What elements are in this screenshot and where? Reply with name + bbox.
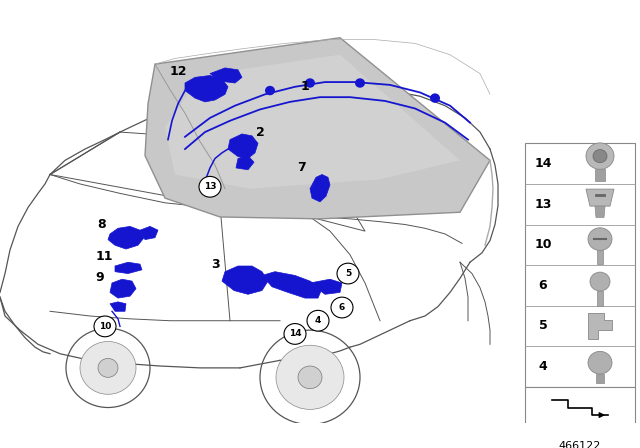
Bar <box>525 387 635 428</box>
Polygon shape <box>185 75 228 102</box>
Polygon shape <box>115 262 142 274</box>
Circle shape <box>80 341 136 394</box>
Text: 4: 4 <box>539 360 547 373</box>
Bar <box>525 143 635 387</box>
Polygon shape <box>210 68 242 83</box>
Text: 13: 13 <box>204 182 216 191</box>
Polygon shape <box>228 134 258 159</box>
Polygon shape <box>110 279 136 298</box>
Circle shape <box>337 263 359 284</box>
Text: 9: 9 <box>96 271 104 284</box>
Text: 7: 7 <box>298 161 307 174</box>
Circle shape <box>298 366 322 389</box>
Text: 1: 1 <box>301 80 309 93</box>
Text: 13: 13 <box>534 198 552 211</box>
Text: 466122: 466122 <box>559 441 601 448</box>
Circle shape <box>94 316 116 337</box>
Text: 5: 5 <box>345 269 351 278</box>
Text: 14: 14 <box>534 157 552 170</box>
Circle shape <box>199 177 221 197</box>
Text: 2: 2 <box>255 125 264 138</box>
Polygon shape <box>586 189 614 206</box>
Polygon shape <box>588 313 612 339</box>
Circle shape <box>307 310 329 331</box>
Text: 11: 11 <box>95 250 113 263</box>
Polygon shape <box>310 175 330 202</box>
Polygon shape <box>595 206 605 217</box>
Text: 10: 10 <box>99 322 111 331</box>
Circle shape <box>588 228 612 250</box>
Text: 12: 12 <box>169 65 187 78</box>
Text: 10: 10 <box>534 238 552 251</box>
Circle shape <box>265 86 275 95</box>
Polygon shape <box>140 226 158 240</box>
Text: 14: 14 <box>289 329 301 338</box>
Polygon shape <box>145 38 490 219</box>
Circle shape <box>593 150 607 163</box>
Text: 8: 8 <box>98 218 106 231</box>
Polygon shape <box>165 55 460 189</box>
Circle shape <box>590 272 610 291</box>
Text: 6: 6 <box>539 279 547 292</box>
Circle shape <box>331 297 353 318</box>
Text: 4: 4 <box>315 316 321 325</box>
Polygon shape <box>108 226 144 249</box>
Circle shape <box>355 78 365 88</box>
Bar <box>597 250 603 264</box>
Circle shape <box>305 78 315 88</box>
Bar <box>597 291 603 306</box>
Text: 5: 5 <box>539 319 547 332</box>
Polygon shape <box>110 302 126 311</box>
Circle shape <box>586 143 614 169</box>
Text: 3: 3 <box>211 258 220 271</box>
Bar <box>596 374 604 383</box>
Polygon shape <box>262 271 322 298</box>
Circle shape <box>284 323 306 345</box>
Text: 6: 6 <box>339 303 345 312</box>
Polygon shape <box>310 279 342 294</box>
Circle shape <box>430 93 440 103</box>
Circle shape <box>276 345 344 409</box>
Circle shape <box>588 351 612 374</box>
Bar <box>595 169 605 181</box>
Circle shape <box>98 358 118 377</box>
Polygon shape <box>222 266 268 294</box>
Polygon shape <box>236 155 254 170</box>
